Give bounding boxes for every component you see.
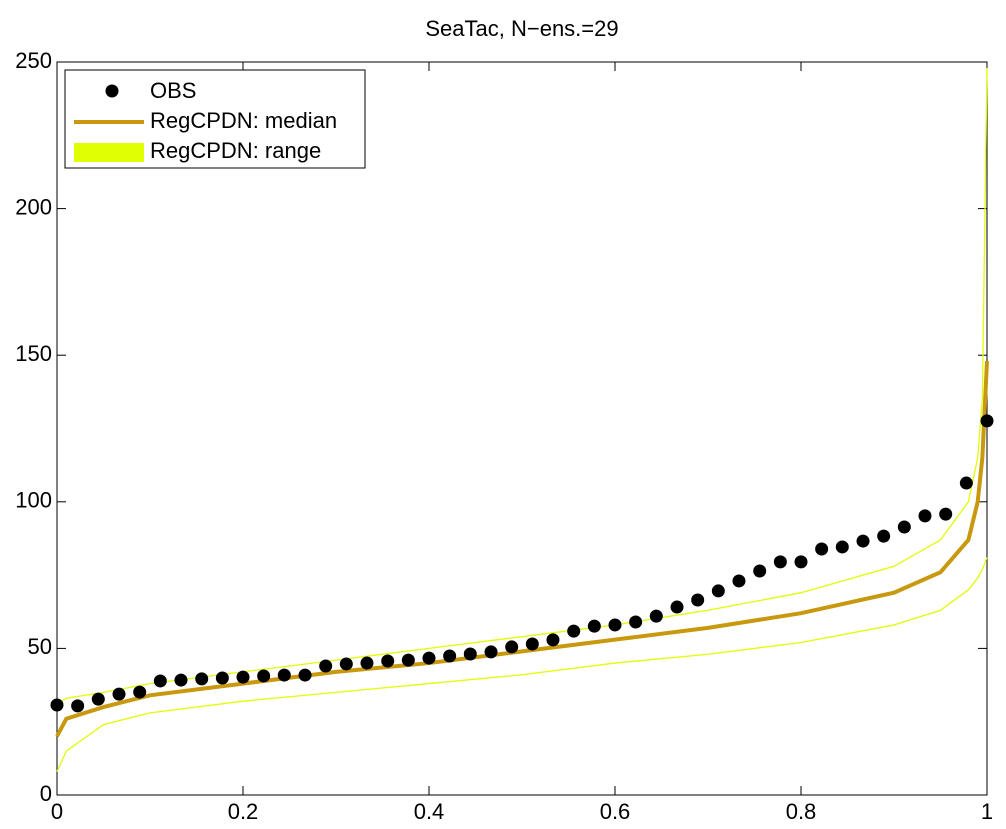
obs-point	[174, 673, 188, 687]
obs-point	[567, 624, 581, 638]
obs-point	[877, 529, 891, 543]
obs-point	[484, 645, 498, 659]
obs-point	[629, 615, 643, 629]
legend-label: RegCPDN: median	[150, 108, 337, 133]
obs-point	[897, 520, 911, 534]
obs-point	[153, 674, 167, 688]
legend-patch	[74, 143, 144, 162]
obs-point	[939, 507, 953, 521]
obs-point	[422, 651, 436, 665]
median-line	[55, 360, 989, 738]
obs-point	[732, 574, 746, 588]
legend-label: OBS	[150, 78, 196, 103]
plot-frame	[56, 61, 988, 796]
legend-marker	[105, 84, 119, 98]
obs-point	[215, 671, 229, 685]
y-tick-label: 0	[40, 781, 52, 806]
obs-point	[112, 687, 126, 701]
obs-point	[959, 476, 973, 490]
x-tick-label: 1	[981, 799, 993, 824]
y-tick-label: 250	[15, 48, 52, 73]
x-tick-label: 0	[51, 799, 63, 824]
obs-point	[443, 649, 457, 663]
obs-point	[649, 609, 663, 623]
obs-point	[298, 668, 312, 682]
y-tick-label: 100	[15, 488, 52, 513]
obs-point	[670, 600, 684, 614]
obs-point	[133, 685, 147, 699]
obs-point	[401, 653, 415, 667]
legend-label: RegCPDN: range	[150, 138, 321, 163]
x-tick-label: 0.4	[414, 799, 445, 824]
obs-point	[71, 699, 85, 713]
obs-point	[773, 555, 787, 569]
obs-point	[815, 542, 829, 556]
obs-point	[587, 619, 601, 633]
obs-point	[257, 669, 271, 683]
obs-point	[711, 584, 725, 598]
obs-point	[91, 692, 105, 706]
obs-point	[691, 593, 705, 607]
x-tick-label: 0.6	[600, 799, 631, 824]
obs-point	[381, 654, 395, 668]
range-lower	[56, 557, 988, 772]
y-tick-label: 200	[15, 194, 52, 219]
x-tick-label: 0.2	[228, 799, 259, 824]
obs-point	[980, 414, 994, 428]
obs-point	[753, 564, 767, 578]
y-tick-label: 50	[28, 634, 52, 659]
obs-point	[277, 668, 291, 682]
obs-point	[339, 657, 353, 671]
obs-point	[463, 647, 477, 661]
obs-point	[856, 534, 870, 548]
obs-point	[505, 640, 519, 654]
obs-point	[195, 672, 209, 686]
obs-point	[835, 540, 849, 554]
obs-point	[794, 555, 808, 569]
obs-point	[546, 633, 560, 647]
obs-point	[608, 618, 622, 632]
obs-point	[360, 656, 374, 670]
obs-point	[319, 659, 333, 673]
obs-point	[236, 670, 250, 684]
chart-title: SeaTac, N−ens.=29	[425, 16, 618, 41]
obs-point	[525, 637, 539, 651]
y-tick-label: 150	[15, 341, 52, 366]
x-tick-label: 0.8	[786, 799, 817, 824]
obs-point	[918, 509, 932, 523]
obs-point	[50, 698, 64, 712]
